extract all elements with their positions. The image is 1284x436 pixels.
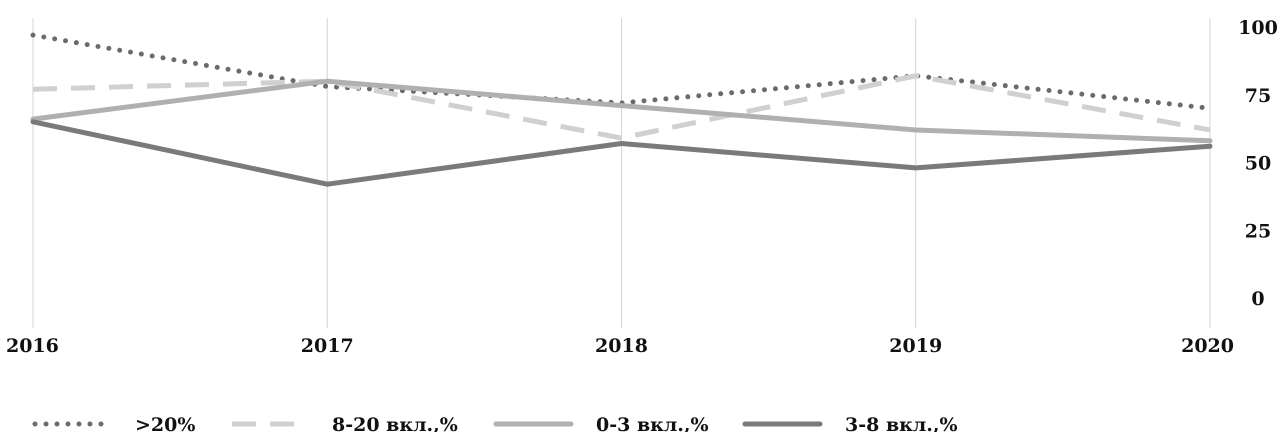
data-point-4-2020 xyxy=(1210,146,1211,147)
legend-item: 0-3 вкл.,% xyxy=(493,414,709,436)
data-point-1-2020 xyxy=(1210,108,1211,109)
y-tick-label: 0 xyxy=(1251,288,1264,310)
legend-item: >20% xyxy=(32,414,195,436)
series-3 xyxy=(30,78,1213,144)
y-tick-label: 50 xyxy=(1245,153,1271,175)
legend-label: 0-3 вкл.,% xyxy=(596,414,709,432)
data-point-1-2016 xyxy=(33,35,34,36)
y-axis-tick-labels: 0 25 50 75 100 xyxy=(1238,17,1278,310)
data-point-3-2018 xyxy=(621,105,622,106)
series-lines xyxy=(30,32,1213,187)
y-tick-label: 25 xyxy=(1245,220,1271,242)
legend-label: 8-20 вкл.,% xyxy=(332,414,458,432)
x-tick-label: 2020 xyxy=(1181,335,1234,357)
data-point-2-2019 xyxy=(915,75,916,76)
series-4 xyxy=(30,119,1213,187)
x-tick-label: 2019 xyxy=(889,335,942,357)
data-point-4-2016 xyxy=(33,121,34,122)
data-point-2-2016 xyxy=(33,89,34,90)
series-line-3 xyxy=(30,78,1213,144)
series-2 xyxy=(32,73,1211,141)
x-axis-tick-labels: 2016 2017 2018 2019 2020 xyxy=(6,335,1234,357)
data-point-3-2020 xyxy=(1210,140,1211,141)
data-point-4-2017 xyxy=(327,184,328,185)
legend-item: 3-8 вкл.,% xyxy=(742,414,958,436)
data-point-2-2020 xyxy=(1210,129,1211,130)
data-point-4-2018 xyxy=(621,143,622,144)
data-point-3-2017 xyxy=(327,81,328,82)
data-point-2-2018 xyxy=(621,138,622,139)
data-point-4-2019 xyxy=(915,167,916,168)
x-tick-label: 2017 xyxy=(301,335,354,357)
gridlines xyxy=(32,18,1211,328)
legend-label: >20% xyxy=(135,414,195,432)
data-point-3-2019 xyxy=(915,129,916,130)
x-tick-label: 2016 xyxy=(6,335,59,357)
data-point-1-2017 xyxy=(327,86,328,87)
legend-item: 8-20 вкл.,% xyxy=(232,414,458,436)
x-tick-label: 2018 xyxy=(595,335,648,357)
series-1 xyxy=(30,32,1213,111)
legend-label: 3-8 вкл.,% xyxy=(845,414,958,432)
series-line-1 xyxy=(30,32,1213,111)
y-tick-label: 100 xyxy=(1238,17,1278,39)
y-tick-label: 75 xyxy=(1245,85,1271,107)
legend: >20% 8-20 вкл.,% 0-3 вкл.,% 3-8 вкл.,% xyxy=(32,414,958,436)
series-line-2 xyxy=(32,73,1211,141)
series-line-4 xyxy=(30,119,1213,187)
